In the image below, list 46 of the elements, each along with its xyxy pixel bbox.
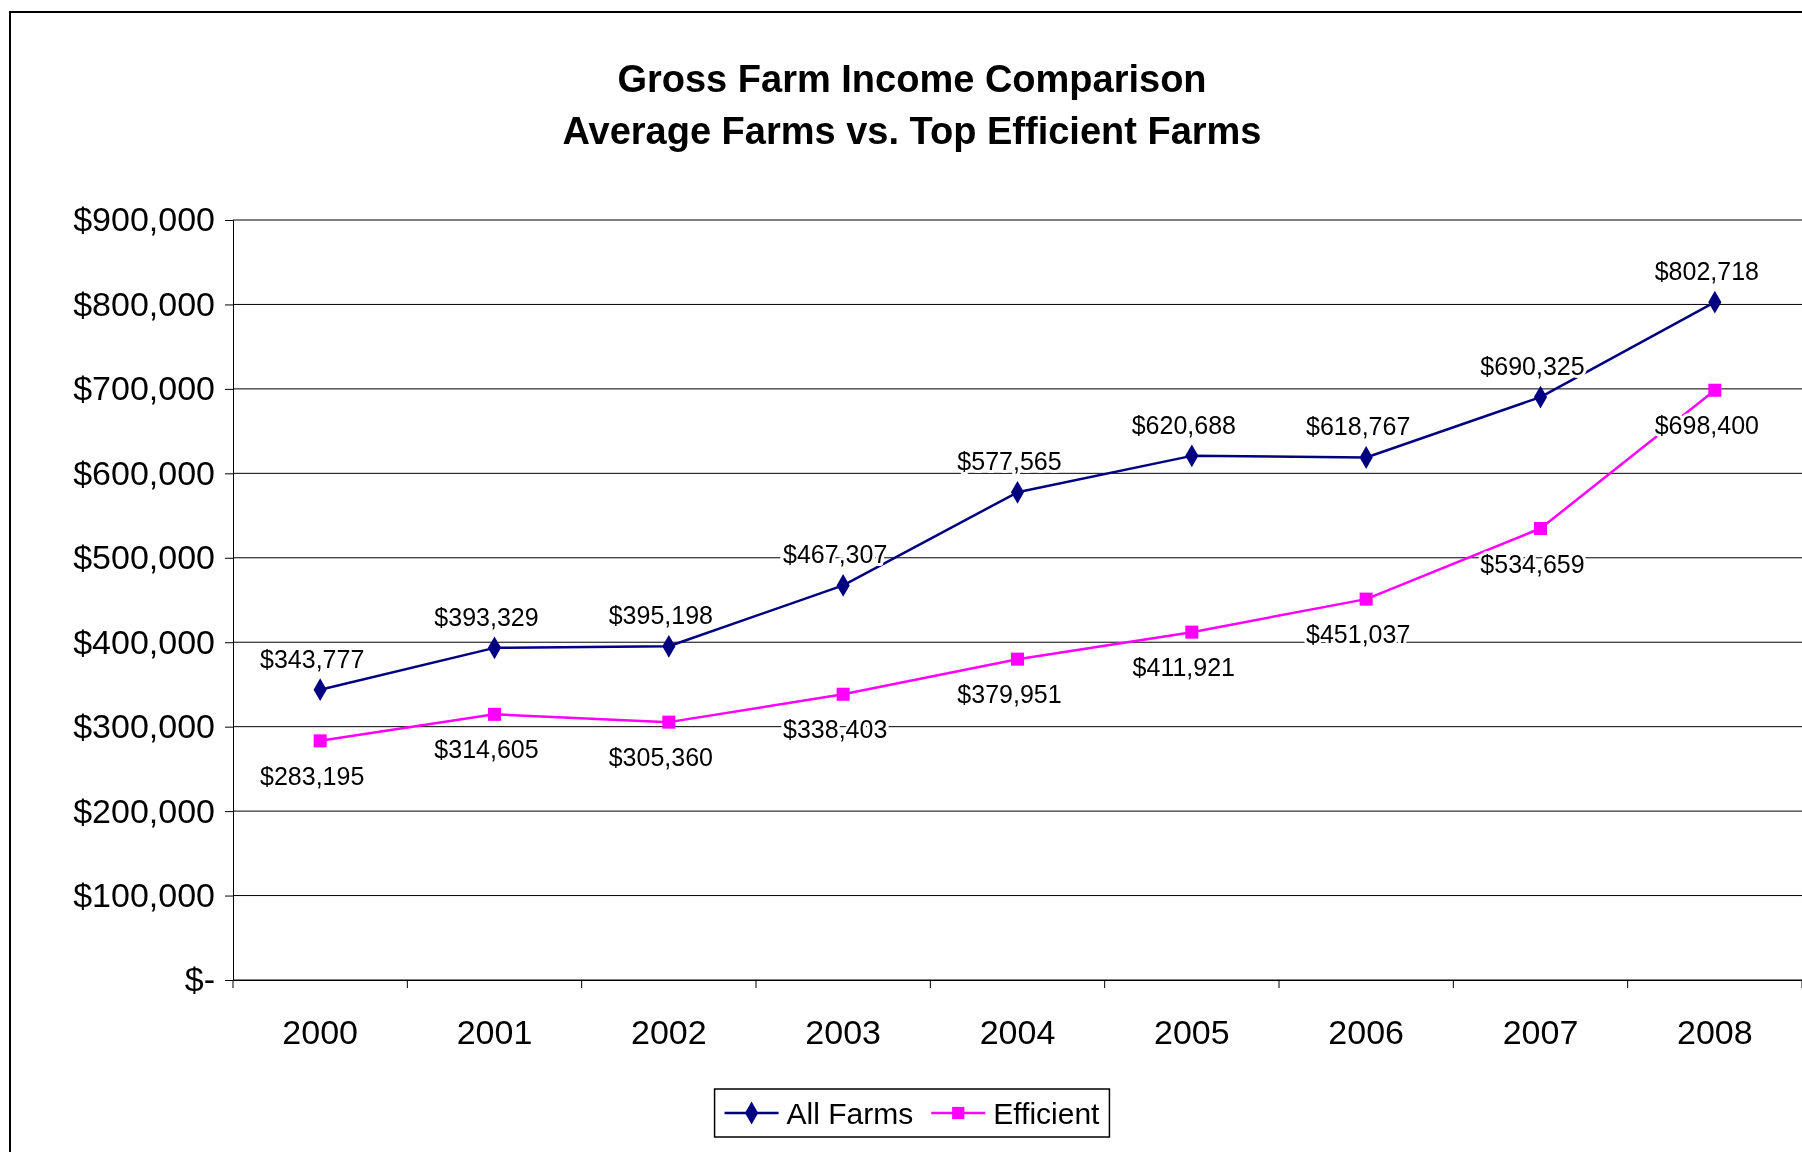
y-tick-label: $600,000 xyxy=(73,453,215,492)
x-tick-label: 2003 xyxy=(805,1013,881,1052)
y-tick-label: $700,000 xyxy=(73,369,215,408)
data-label: $393,329 xyxy=(434,602,539,631)
data-label: $379,951 xyxy=(957,680,1062,709)
x-tick-label: 2005 xyxy=(1154,1013,1230,1052)
data-label: $395,198 xyxy=(608,601,713,630)
data-label: $618,767 xyxy=(1306,412,1411,441)
x-tick-label: 2002 xyxy=(631,1013,707,1052)
point xyxy=(662,715,676,729)
point xyxy=(1359,592,1373,606)
data-label: $305,360 xyxy=(608,743,713,772)
y-tick-label: $- xyxy=(184,960,215,999)
x-tick-label: 2008 xyxy=(1677,1013,1753,1052)
x-tick-label: 2004 xyxy=(979,1013,1056,1052)
point xyxy=(1708,383,1722,397)
point xyxy=(836,687,850,701)
x-tick-label: 2001 xyxy=(456,1013,533,1052)
point xyxy=(1185,625,1199,639)
y-tick-label: $800,000 xyxy=(73,284,215,323)
x-tick-label: 2007 xyxy=(1502,1013,1579,1052)
x-tick-label: 2006 xyxy=(1328,1013,1404,1052)
y-tick-label: $300,000 xyxy=(73,707,215,746)
point xyxy=(487,707,502,721)
legend-label: Efficient xyxy=(993,1097,1101,1130)
data-label: $534,659 xyxy=(1480,549,1585,578)
data-label: $690,325 xyxy=(1480,352,1585,381)
data-label: $411,921 xyxy=(1132,653,1236,682)
chart-title: Gross Farm Income Comparison Average Farms vs. Top Efficient Farms xyxy=(562,58,1262,152)
data-label: $451,037 xyxy=(1306,620,1411,649)
data-label: $283,195 xyxy=(260,761,365,790)
y-tick-label: $900,000 xyxy=(73,200,215,239)
point xyxy=(313,734,327,748)
legend-label: All Farms xyxy=(786,1097,914,1130)
y-tick-label: $500,000 xyxy=(73,538,215,577)
data-label: $314,605 xyxy=(434,735,539,764)
y-tick-label: $200,000 xyxy=(73,791,215,830)
y-tick-label: $100,000 xyxy=(73,875,215,914)
data-label: $343,777 xyxy=(260,644,365,673)
point xyxy=(1010,652,1025,666)
data-label: $620,688 xyxy=(1131,410,1236,439)
x-tick-label: 2000 xyxy=(282,1013,358,1052)
data-label: $577,565 xyxy=(957,447,1062,476)
point xyxy=(1533,521,1548,536)
data-label: $802,718 xyxy=(1654,257,1759,286)
y-tick-label: $400,000 xyxy=(73,622,215,661)
